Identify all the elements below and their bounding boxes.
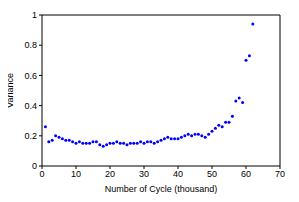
- svg-text:20: 20: [105, 169, 115, 179]
- svg-text:1: 1: [32, 10, 37, 20]
- svg-text:0.2: 0.2: [24, 131, 37, 141]
- svg-text:0: 0: [32, 161, 37, 171]
- svg-text:40: 40: [173, 169, 183, 179]
- svg-text:70: 70: [275, 169, 285, 179]
- svg-text:30: 30: [139, 169, 149, 179]
- svg-text:Number of Cycle (thousand): Number of Cycle (thousand): [105, 184, 218, 194]
- svg-text:Variance: Variance: [8, 73, 15, 108]
- svg-text:60: 60: [241, 169, 251, 179]
- svg-text:0: 0: [39, 169, 44, 179]
- svg-text:0.6: 0.6: [24, 71, 37, 81]
- svg-text:0.4: 0.4: [24, 101, 37, 111]
- svg-text:10: 10: [71, 169, 81, 179]
- svg-text:50: 50: [207, 169, 217, 179]
- svg-text:0.8: 0.8: [24, 40, 37, 50]
